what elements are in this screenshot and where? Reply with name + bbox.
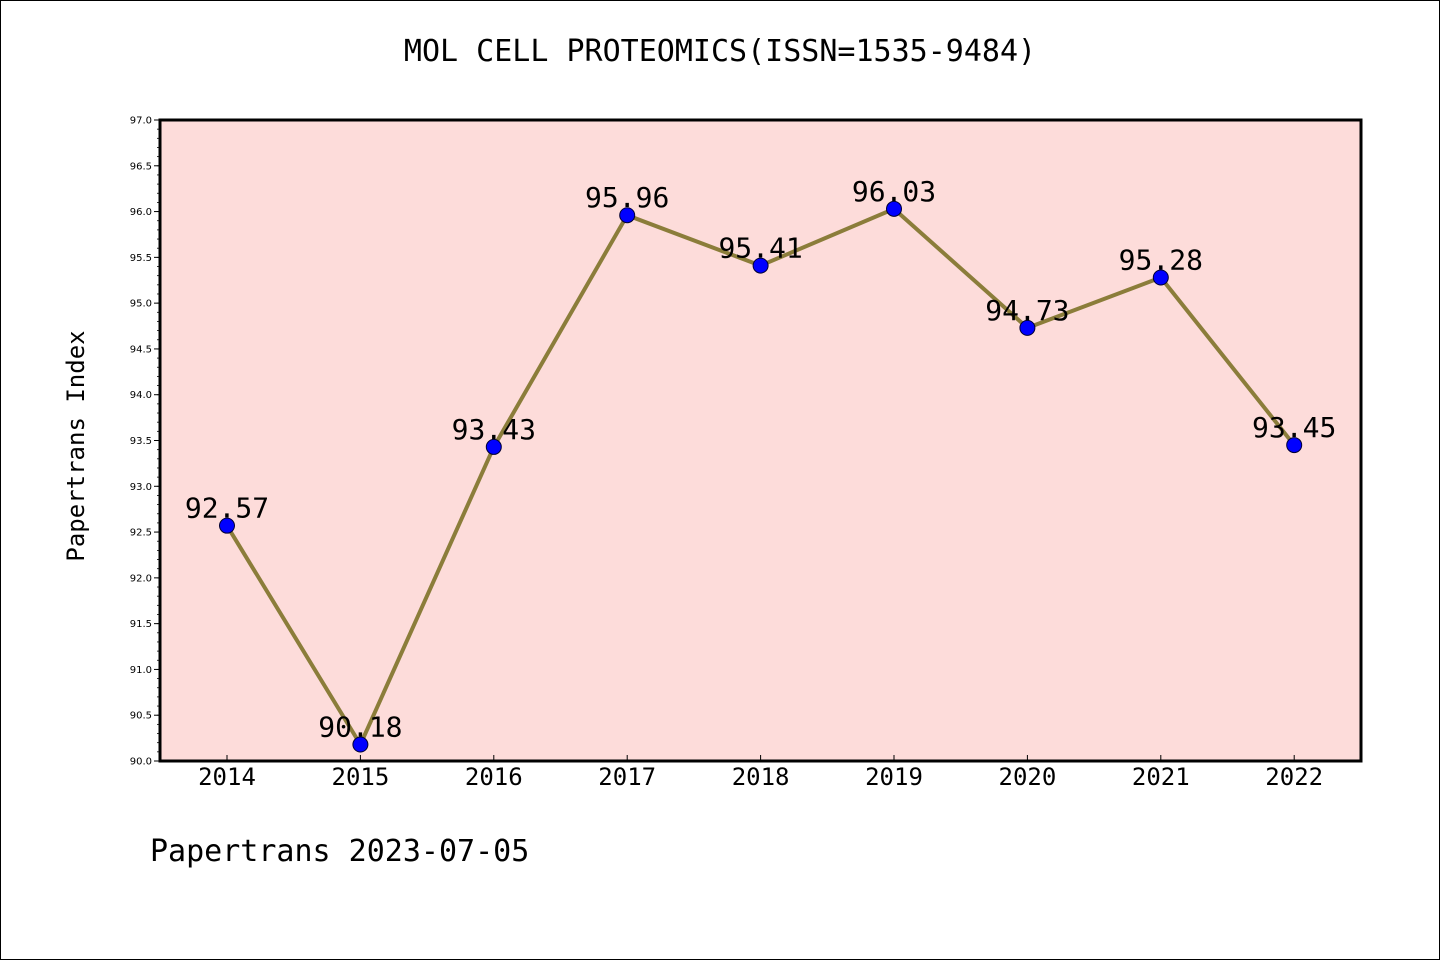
x-axis-ticks: 2014 2015 2016 2017 2018 2019 2020 2021 2022 [198,755,1323,791]
data-point [1152,269,1169,286]
y-tick-label: 92.5 [130,528,152,539]
data-point [752,257,769,274]
data-label: 93.45 [1252,411,1336,444]
y-tick-label: 95.5 [130,253,152,264]
x-tick-label: 2016 [465,763,523,791]
data-point [886,200,902,217]
data-point [619,207,636,224]
data-labels: 92.57 90.18 93.43 95.96 95.41 96.03 94.73 95.28… [185,175,1336,744]
y-tick-label: 96.5 [130,161,152,172]
y-tick-label: 94.0 [130,390,152,401]
x-tick-label: 2015 [332,763,390,791]
data-point [1019,319,1036,336]
data-point [352,736,369,753]
data-label: 95.28 [1119,244,1203,277]
data-label: 90.18 [318,711,402,744]
x-tick-label: 2019 [865,763,923,791]
x-tick-label: 2017 [598,763,656,791]
y-tick-label: 97.0 [130,116,152,127]
y-tick-label: 93.5 [130,436,152,447]
data-label: 95.96 [585,181,669,214]
y-tick-label: 93.0 [130,482,152,493]
x-tick-label: 2021 [1132,763,1190,791]
plot-area [158,118,1363,763]
data-point [485,438,502,455]
footer-watermark: Papertrans 2023-07-05 [150,834,530,869]
y-tick-label: 91.0 [130,665,152,676]
data-label: 96.03 [852,175,936,208]
x-tick-label: 2020 [999,763,1057,791]
y-tick-label: 92.0 [130,573,152,584]
y-tick-label: 90.0 [130,757,152,768]
y-axis-ticks: 90.0 90.5 91.0 91.5 92.0 92.5 93.0 93.5 94.0 94.5… [130,116,160,768]
x-tick-label: 2018 [732,763,790,791]
series [219,200,1303,753]
data-label: 93.43 [452,413,536,446]
x-tick-label: 2014 [198,763,256,791]
data-label: 92.57 [185,492,269,525]
y-tick-label: 96.0 [130,207,152,218]
y-tick-label: 90.5 [130,711,152,722]
y-tick-label: 91.5 [130,619,152,630]
data-label: 95.41 [718,232,802,265]
y-tick-label: 95.0 [130,299,152,310]
data-label: 94.73 [985,294,1069,327]
data-point [219,517,235,534]
y-tick-label: 94.5 [130,344,152,355]
chart-title: MOL CELL PROTEOMICS(ISSN=1535-9484) [403,34,1037,69]
data-point [1286,437,1303,454]
x-tick-label: 2022 [1265,763,1323,791]
